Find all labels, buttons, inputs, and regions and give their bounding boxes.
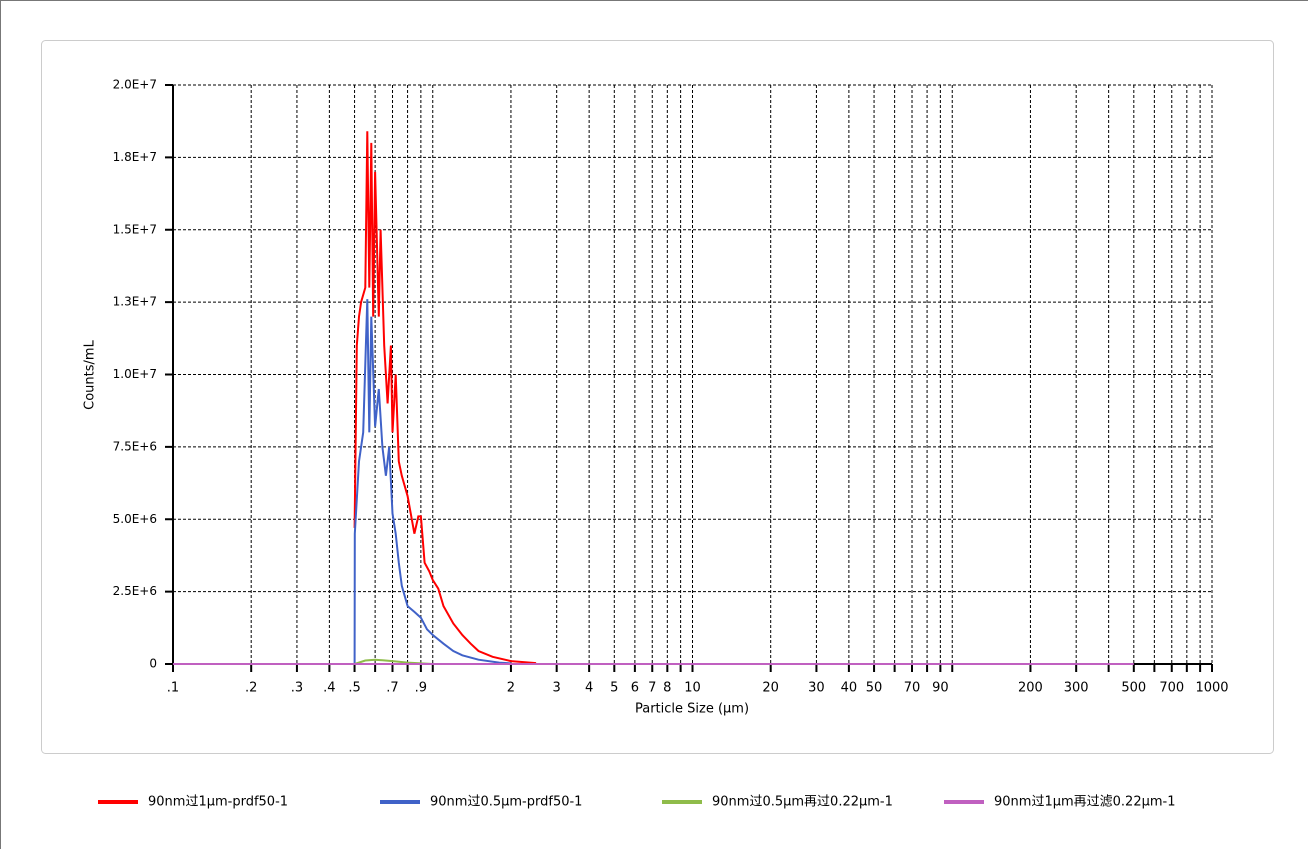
legend-label: 90nm过0.5µm-prdf50-1 (430, 795, 582, 810)
x-tick-label: .7 (386, 681, 398, 696)
x-tick-label: .1 (167, 681, 179, 696)
x-tick-label: 500 (1121, 681, 1146, 696)
x-tick-label: 200 (1018, 681, 1043, 696)
series-line (353, 131, 537, 665)
series-line (354, 658, 433, 665)
x-tick-label: 6 (631, 681, 639, 696)
x-tick-label: .9 (415, 681, 427, 696)
x-tick-label: 1000 (1195, 681, 1228, 696)
y-axis-label: Counts/mL (83, 339, 98, 409)
x-tick-label: 2 (507, 681, 515, 696)
x-tick-label: 40 (841, 681, 858, 696)
x-tick-label: 700 (1159, 681, 1184, 696)
y-tick-label: 7.5E+6 (113, 439, 157, 453)
y-tick-label: 1.8E+7 (113, 150, 157, 164)
y-tick-label: 1.3E+7 (113, 295, 157, 309)
y-tick-label: 1.0E+7 (113, 367, 157, 381)
x-tick-label: .2 (245, 681, 257, 696)
y-tick-label: 2.0E+7 (113, 78, 157, 92)
x-tick-label: 300 (1064, 681, 1089, 696)
x-tick-label: 10 (684, 681, 701, 696)
x-tick-label: .4 (323, 681, 335, 696)
chart-frame (41, 40, 1274, 754)
legend-label: 90nm过1µm再过滤0.22µm-1 (994, 795, 1176, 810)
legend-label: 90nm过0.5µm再过0.22µm-1 (712, 795, 893, 810)
x-axis-label: Particle Size (µm) (635, 702, 749, 717)
x-tick-label: 20 (762, 681, 779, 696)
x-tick-label: 5 (610, 681, 618, 696)
legend-label: 90nm过1µm-prdf50-1 (148, 795, 288, 810)
y-tick-label: 1.5E+7 (113, 222, 157, 236)
x-tick-label: 70 (904, 681, 921, 696)
x-tick-label: 4 (585, 681, 593, 696)
y-tick-label: 2.5E+6 (113, 584, 157, 598)
y-tick-label: 5.0E+6 (113, 512, 157, 526)
x-tick-label: 50 (866, 681, 883, 696)
x-tick-label: 30 (808, 681, 825, 696)
x-tick-label: .3 (291, 681, 303, 696)
x-tick-label: 3 (553, 681, 561, 696)
series-line (353, 299, 511, 665)
x-tick-label: 7 (648, 681, 656, 696)
x-tick-label: 90 (932, 681, 949, 696)
x-tick-label: 8 (663, 681, 671, 696)
y-tick-label: 0 (149, 657, 157, 671)
x-tick-label: .5 (348, 681, 360, 696)
